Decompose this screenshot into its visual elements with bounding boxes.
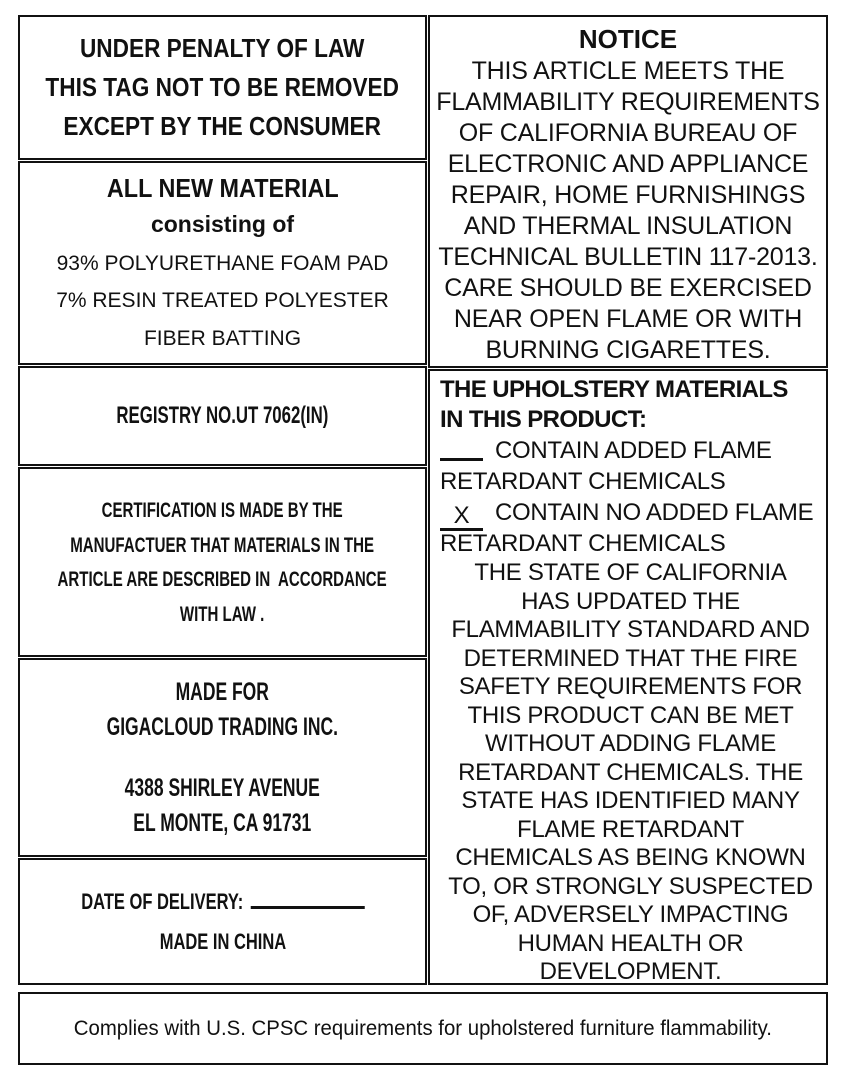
text-line: REPAIR, HOME FURNISHINGS <box>450 181 806 209</box>
option-no-added-line: X CONTAIN NO ADDED FLAME <box>440 497 821 531</box>
x-mark-line: X <box>440 504 483 531</box>
text-line: BURNING CIGARETTES. <box>485 336 771 364</box>
made-for-heading: MADE FOR <box>175 677 270 706</box>
text-line: FLAMMABILITY STANDARD AND <box>451 616 810 643</box>
material-title: ALL NEW MATERIAL <box>106 172 339 203</box>
text-line: STATE HAS IDENTIFIED MANY <box>461 787 800 814</box>
made-for-block: MADE FOR GIGACLOUD TRADING INC. 4388 SHI… <box>107 675 338 841</box>
text-line: EL MONTE, CA 91731 <box>133 808 312 837</box>
material-subtitle: consisting of <box>150 210 295 237</box>
delivery-block: DATE OF DELIVERY: MADE IN CHINA <box>80 882 365 962</box>
left-column: UNDER PENALTY OF LAW THIS TAG NOT TO BE R… <box>18 15 427 985</box>
material-contents: 93% POLYURETHANE FOAM PAD 7% RESIN TREATE… <box>56 245 389 358</box>
text-line: FLAMMABILITY REQUIREMENTS <box>436 88 820 116</box>
text-line: DETERMINED THAT THE FIRE <box>463 644 798 672</box>
material-section: ALL NEW MATERIAL consisting of 93% POLYU… <box>18 161 427 365</box>
text-line: THE STATE OF CALIFORNIA <box>474 559 787 586</box>
registry-number: REGISTRY NO.UT 7062(IN) <box>116 402 329 429</box>
text-line: HUMAN HEALTH OR <box>517 929 744 957</box>
notice-text: THIS ARTICLE MEETS THE FLAMMABILITY REQUI… <box>436 56 820 366</box>
text-line: ARTICLE ARE DESCRIBED IN ACCORDANCE <box>57 567 388 591</box>
option-no-added-cont: RETARDANT CHEMICALS <box>440 530 726 557</box>
date-blank-line <box>250 887 365 909</box>
text-line: WITH LAW . <box>180 601 265 626</box>
text-line: WITHOUT ADDING FLAME <box>485 730 776 757</box>
penalty-text: UNDER PENALTY OF LAW THIS TAG NOT TO BE R… <box>46 29 400 146</box>
delivery-date-label: DATE OF DELIVERY: <box>80 888 243 914</box>
registry-section: REGISTRY NO.UT 7062(IN) <box>18 366 427 466</box>
label-body: UNDER PENALTY OF LAW THIS TAG NOT TO BE R… <box>18 15 846 985</box>
option-added-cont: RETARDANT CHEMICALS <box>440 468 726 495</box>
text-line: ELECTRONIC AND APPLIANCE <box>447 150 809 178</box>
text-line: MANUFACTUER THAT MATERIALS IN THE <box>70 532 375 557</box>
cpsc-compliance-box: Complies with U.S. CPSC requirements for… <box>18 992 828 1065</box>
option-no-added-text: CONTAIN NO ADDED FLAME <box>495 499 814 526</box>
option-added-line: CONTAIN ADDED FLAME <box>440 435 821 466</box>
text-line: 4388 SHIRLEY AVENUE <box>124 773 321 802</box>
text-line: THIS PRODUCT CAN BE MET <box>467 701 794 729</box>
delivery-section: DATE OF DELIVERY: MADE IN CHINA <box>18 858 427 985</box>
upholstery-section: THE UPHOLSTERY MATERIALS IN THIS PRODUCT:… <box>428 369 828 985</box>
upholstery-heading: THE UPHOLSTERY MATERIALS IN THIS PRODUCT: <box>440 375 821 435</box>
cpsc-compliance-text: Complies with U.S. CPSC requirements for… <box>73 1016 773 1040</box>
flame-retardant-options: CONTAIN ADDED FLAME RETARDANT CHEMICALS … <box>440 435 821 559</box>
text-line: RETARDANT CHEMICALS. THE <box>458 758 803 786</box>
notice-section: NOTICE THIS ARTICLE MEETS THE FLAMMABILIT… <box>428 15 828 368</box>
text-line: CERTIFICATION IS MADE BY THE <box>101 498 344 522</box>
penalty-section: UNDER PENALTY OF LAW THIS TAG NOT TO BE R… <box>18 15 427 160</box>
text-line: THE UPHOLSTERY MATERIALS <box>440 376 788 403</box>
delivery-date-line: DATE OF DELIVERY: <box>80 882 365 922</box>
text-line: 7% RESIN TREATED POLYESTER <box>56 289 389 313</box>
option-added-text: CONTAIN ADDED FLAME <box>495 437 772 464</box>
right-column: NOTICE THIS ARTICLE MEETS THE FLAMMABILIT… <box>428 15 828 985</box>
text-line: SAFETY REQUIREMENTS FOR <box>458 673 803 700</box>
state-statement: THE STATE OF CALIFORNIA HAS UPDATED THE FL… <box>440 559 821 985</box>
notice-title: NOTICE <box>578 24 678 54</box>
text-line: THIS TAG NOT TO BE REMOVED <box>45 72 400 102</box>
origin-label: MADE IN CHINA <box>159 928 286 954</box>
text-line: EXCEPT BY THE CONSUMER <box>63 111 382 141</box>
text-line: NEAR OPEN FLAME OR WITH <box>453 305 803 333</box>
made-for-company: GIGACLOUD TRADING INC. <box>106 712 339 741</box>
text-line: CHEMICALS AS BEING KNOWN <box>455 844 806 871</box>
text-line: DEVELOPMENT. <box>539 958 722 985</box>
text-line: IN THIS PRODUCT: <box>440 406 647 433</box>
text-line: 93% POLYURETHANE FOAM PAD <box>56 251 389 275</box>
text-line: FIBER BATTING <box>143 326 302 350</box>
spacer <box>107 745 338 771</box>
text-line: TO, OR STRONGLY SUSPECTED <box>448 872 813 900</box>
text-line: CARE SHOULD BE EXERCISED <box>444 274 812 302</box>
text-line: TECHNICAL BULLETIN 117-2013. <box>438 243 818 271</box>
made-for-section: MADE FOR GIGACLOUD TRADING INC. 4388 SHI… <box>18 658 427 857</box>
text-line: THIS ARTICLE MEETS THE <box>471 57 785 85</box>
made-for-address: 4388 SHIRLEY AVENUE EL MONTE, CA 91731 <box>107 771 338 841</box>
text-line: FLAME RETARDANT <box>516 815 745 843</box>
text-line: HAS UPDATED THE <box>521 587 740 615</box>
certification-text: CERTIFICATION IS MADE BY THE MANUFACTUER … <box>58 493 387 631</box>
text-line: UNDER PENALTY OF LAW <box>80 33 365 63</box>
text-line: OF, ADVERSELY IMPACTING <box>472 901 789 928</box>
blank-mark-line <box>440 458 483 461</box>
certification-section: CERTIFICATION IS MADE BY THE MANUFACTUER … <box>18 467 427 657</box>
text-line: OF CALIFORNIA BUREAU OF <box>458 119 798 147</box>
text-line: AND THERMAL INSULATION <box>463 212 793 240</box>
